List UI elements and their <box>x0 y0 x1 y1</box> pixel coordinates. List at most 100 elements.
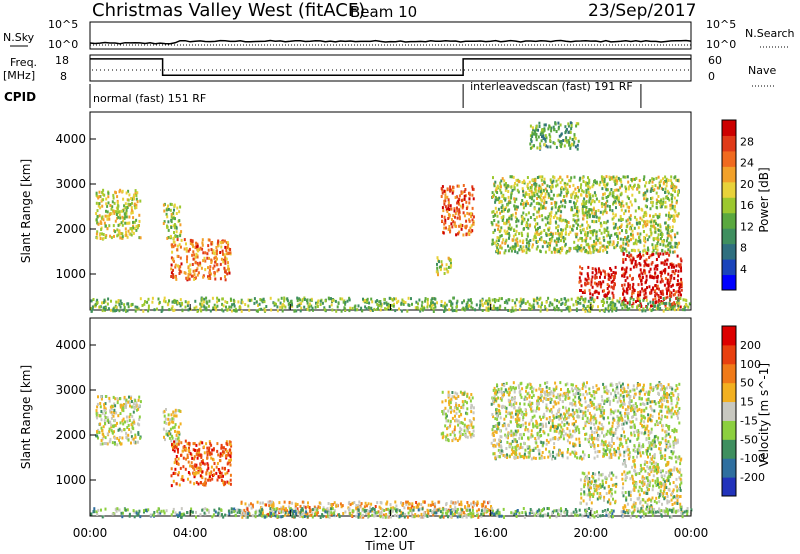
data-cell <box>625 412 628 416</box>
data-cell <box>131 197 134 201</box>
data-cell <box>611 298 614 302</box>
data-cell <box>677 397 680 401</box>
data-cell <box>639 268 642 272</box>
data-cell <box>189 272 192 276</box>
data-cell <box>513 184 516 188</box>
data-cell <box>462 233 465 237</box>
data-cell <box>650 304 652 308</box>
data-cell <box>459 434 462 438</box>
data-cell <box>132 402 135 405</box>
data-cell <box>105 209 107 213</box>
data-cell <box>448 227 451 231</box>
data-cell <box>567 232 570 236</box>
freq-unit: [MHz] <box>3 69 35 82</box>
data-cell <box>229 482 232 486</box>
data-cell <box>227 267 229 271</box>
data-cell <box>138 415 141 419</box>
data-cell <box>195 252 198 256</box>
data-cell <box>507 195 510 199</box>
data-cell <box>174 243 177 247</box>
data-cell <box>530 197 533 201</box>
data-cell <box>445 208 448 212</box>
data-cell <box>514 215 517 219</box>
data-cell <box>138 219 141 223</box>
data-cell <box>495 186 498 190</box>
data-cell <box>95 414 98 418</box>
data-cell <box>620 180 623 184</box>
data-cell <box>627 282 630 286</box>
data-cell <box>213 462 216 465</box>
data-cell <box>575 124 578 128</box>
data-cell <box>221 297 224 301</box>
data-cell <box>656 274 659 278</box>
data-cell <box>656 280 659 284</box>
data-cell <box>498 201 501 204</box>
data-cell <box>542 196 545 200</box>
data-cell <box>655 222 657 226</box>
data-cell <box>597 425 600 429</box>
data-cell <box>552 232 554 236</box>
data-cell <box>459 431 462 435</box>
data-cell <box>393 297 395 301</box>
data-cell <box>531 126 534 130</box>
data-cell <box>647 419 649 423</box>
data-cell <box>563 297 566 301</box>
data-cell <box>664 271 666 275</box>
data-cell <box>545 424 548 428</box>
data-cell <box>609 208 611 212</box>
data-cell <box>680 293 682 297</box>
data-cell <box>643 213 646 217</box>
data-cell <box>198 451 201 455</box>
data-cell <box>499 211 502 215</box>
data-cell <box>618 396 621 400</box>
data-cell <box>659 229 662 233</box>
data-cell <box>525 251 528 255</box>
data-cell <box>103 221 106 225</box>
data-cell <box>667 191 670 195</box>
data-cell <box>643 175 646 179</box>
data-cell <box>131 201 133 205</box>
data-cell <box>391 298 394 302</box>
data-cell <box>275 302 277 306</box>
data-cell <box>510 217 513 221</box>
data-cell <box>610 444 613 448</box>
data-cell <box>505 447 508 450</box>
data-cell <box>470 224 473 228</box>
data-cell <box>529 142 532 146</box>
data-cell <box>603 183 606 187</box>
data-cell <box>555 211 558 215</box>
data-cell <box>549 145 552 149</box>
data-cell <box>386 303 389 307</box>
data-cell <box>465 224 468 228</box>
data-cell <box>649 189 652 193</box>
data-cell <box>554 122 557 126</box>
data-cell <box>581 267 584 270</box>
data-cell <box>442 304 445 308</box>
data-cell <box>541 301 543 305</box>
data-cell <box>622 400 625 403</box>
data-cell <box>153 308 156 312</box>
data-cell <box>376 302 379 306</box>
data-cell <box>174 440 177 444</box>
data-cell <box>227 451 230 455</box>
data-cell <box>535 228 537 232</box>
data-cell <box>636 222 639 226</box>
data-cell <box>680 259 683 263</box>
data-cell <box>553 446 556 450</box>
data-cell <box>445 303 448 307</box>
data-cell <box>557 229 559 233</box>
data-cell <box>569 230 572 234</box>
data-cell <box>449 204 452 208</box>
data-cell <box>450 222 453 226</box>
data-cell <box>622 260 625 264</box>
data-cell <box>183 271 186 275</box>
data-cell <box>453 428 456 432</box>
data-cell <box>135 203 138 207</box>
data-cell <box>109 420 112 424</box>
data-cell <box>634 215 637 219</box>
data-cell <box>208 299 211 303</box>
data-cell <box>642 289 645 293</box>
data-cell <box>559 232 562 236</box>
data-cell <box>626 254 629 257</box>
